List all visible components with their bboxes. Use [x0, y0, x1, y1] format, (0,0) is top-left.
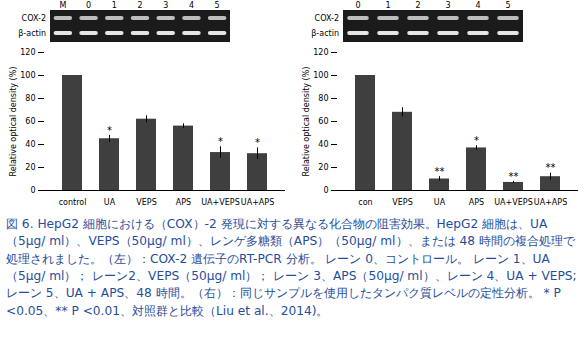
svg-text:UA+APS: UA+APS	[241, 198, 274, 207]
svg-text:120: 120	[313, 48, 328, 57]
svg-text:80: 80	[25, 94, 35, 103]
svg-text:con: con	[358, 198, 372, 207]
svg-text:60: 60	[25, 117, 35, 126]
svg-text:3: 3	[445, 1, 450, 10]
svg-text:5: 5	[215, 1, 220, 10]
svg-text:β-actin: β-actin	[311, 29, 339, 38]
svg-text:*: *	[218, 136, 223, 147]
svg-text:0: 0	[355, 1, 360, 10]
svg-text:**: **	[546, 162, 556, 173]
svg-text:Relative optical density (%): Relative optical density (%)	[302, 67, 311, 177]
svg-text:100: 100	[20, 71, 35, 80]
svg-text:40: 40	[25, 140, 35, 149]
svg-text:5: 5	[505, 1, 510, 10]
svg-text:20: 20	[25, 163, 35, 172]
svg-text:control: control	[59, 198, 87, 207]
svg-text:20: 20	[318, 163, 328, 172]
svg-text:APS: APS	[469, 198, 484, 207]
svg-text:UA+APS: UA+APS	[534, 198, 567, 207]
svg-text:COX-2: COX-2	[315, 14, 339, 23]
svg-text:M: M	[59, 1, 66, 10]
svg-text:APS: APS	[176, 198, 191, 207]
svg-text:VEPS: VEPS	[136, 198, 156, 207]
svg-text:60: 60	[318, 117, 328, 126]
svg-text:2: 2	[137, 1, 142, 10]
svg-text:0: 0	[86, 1, 91, 10]
svg-text:COX-2: COX-2	[22, 14, 46, 23]
svg-text:3: 3	[163, 1, 168, 10]
svg-text:80: 80	[318, 94, 328, 103]
svg-text:**: **	[509, 171, 519, 182]
svg-text:40: 40	[318, 140, 328, 149]
svg-text:4: 4	[475, 1, 480, 10]
svg-text:UA+VEPS: UA+VEPS	[494, 198, 532, 207]
svg-text:*: *	[474, 135, 479, 146]
svg-text:β-actin: β-actin	[18, 29, 46, 38]
svg-text:4: 4	[189, 1, 194, 10]
svg-text:Relative optical density (%): Relative optical density (%)	[9, 67, 18, 177]
svg-text:VEPS: VEPS	[392, 198, 412, 207]
svg-text:100: 100	[313, 71, 328, 80]
svg-text:1: 1	[112, 1, 117, 10]
svg-text:120: 120	[20, 48, 35, 57]
svg-text:1: 1	[385, 1, 390, 10]
svg-text:UA: UA	[434, 198, 446, 207]
svg-text:*: *	[107, 125, 112, 136]
html-text:図 6. HepG2 細胞における（COX）-2 発現に対す: 図 6. HepG2 細胞における（COX）-2 発現に対する異なる化合物の阻害…	[6, 217, 577, 318]
svg-text:0: 0	[323, 186, 328, 195]
svg-text:2: 2	[415, 1, 420, 10]
svg-text:*: *	[255, 137, 260, 148]
svg-text:0: 0	[30, 186, 35, 195]
svg-text:UA+VEPS: UA+VEPS	[201, 198, 239, 207]
svg-text:UA: UA	[104, 198, 116, 207]
svg-text:**: **	[435, 166, 445, 177]
